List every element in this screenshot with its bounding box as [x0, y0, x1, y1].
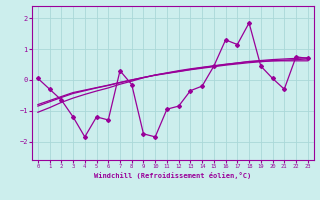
X-axis label: Windchill (Refroidissement éolien,°C): Windchill (Refroidissement éolien,°C)	[94, 172, 252, 179]
